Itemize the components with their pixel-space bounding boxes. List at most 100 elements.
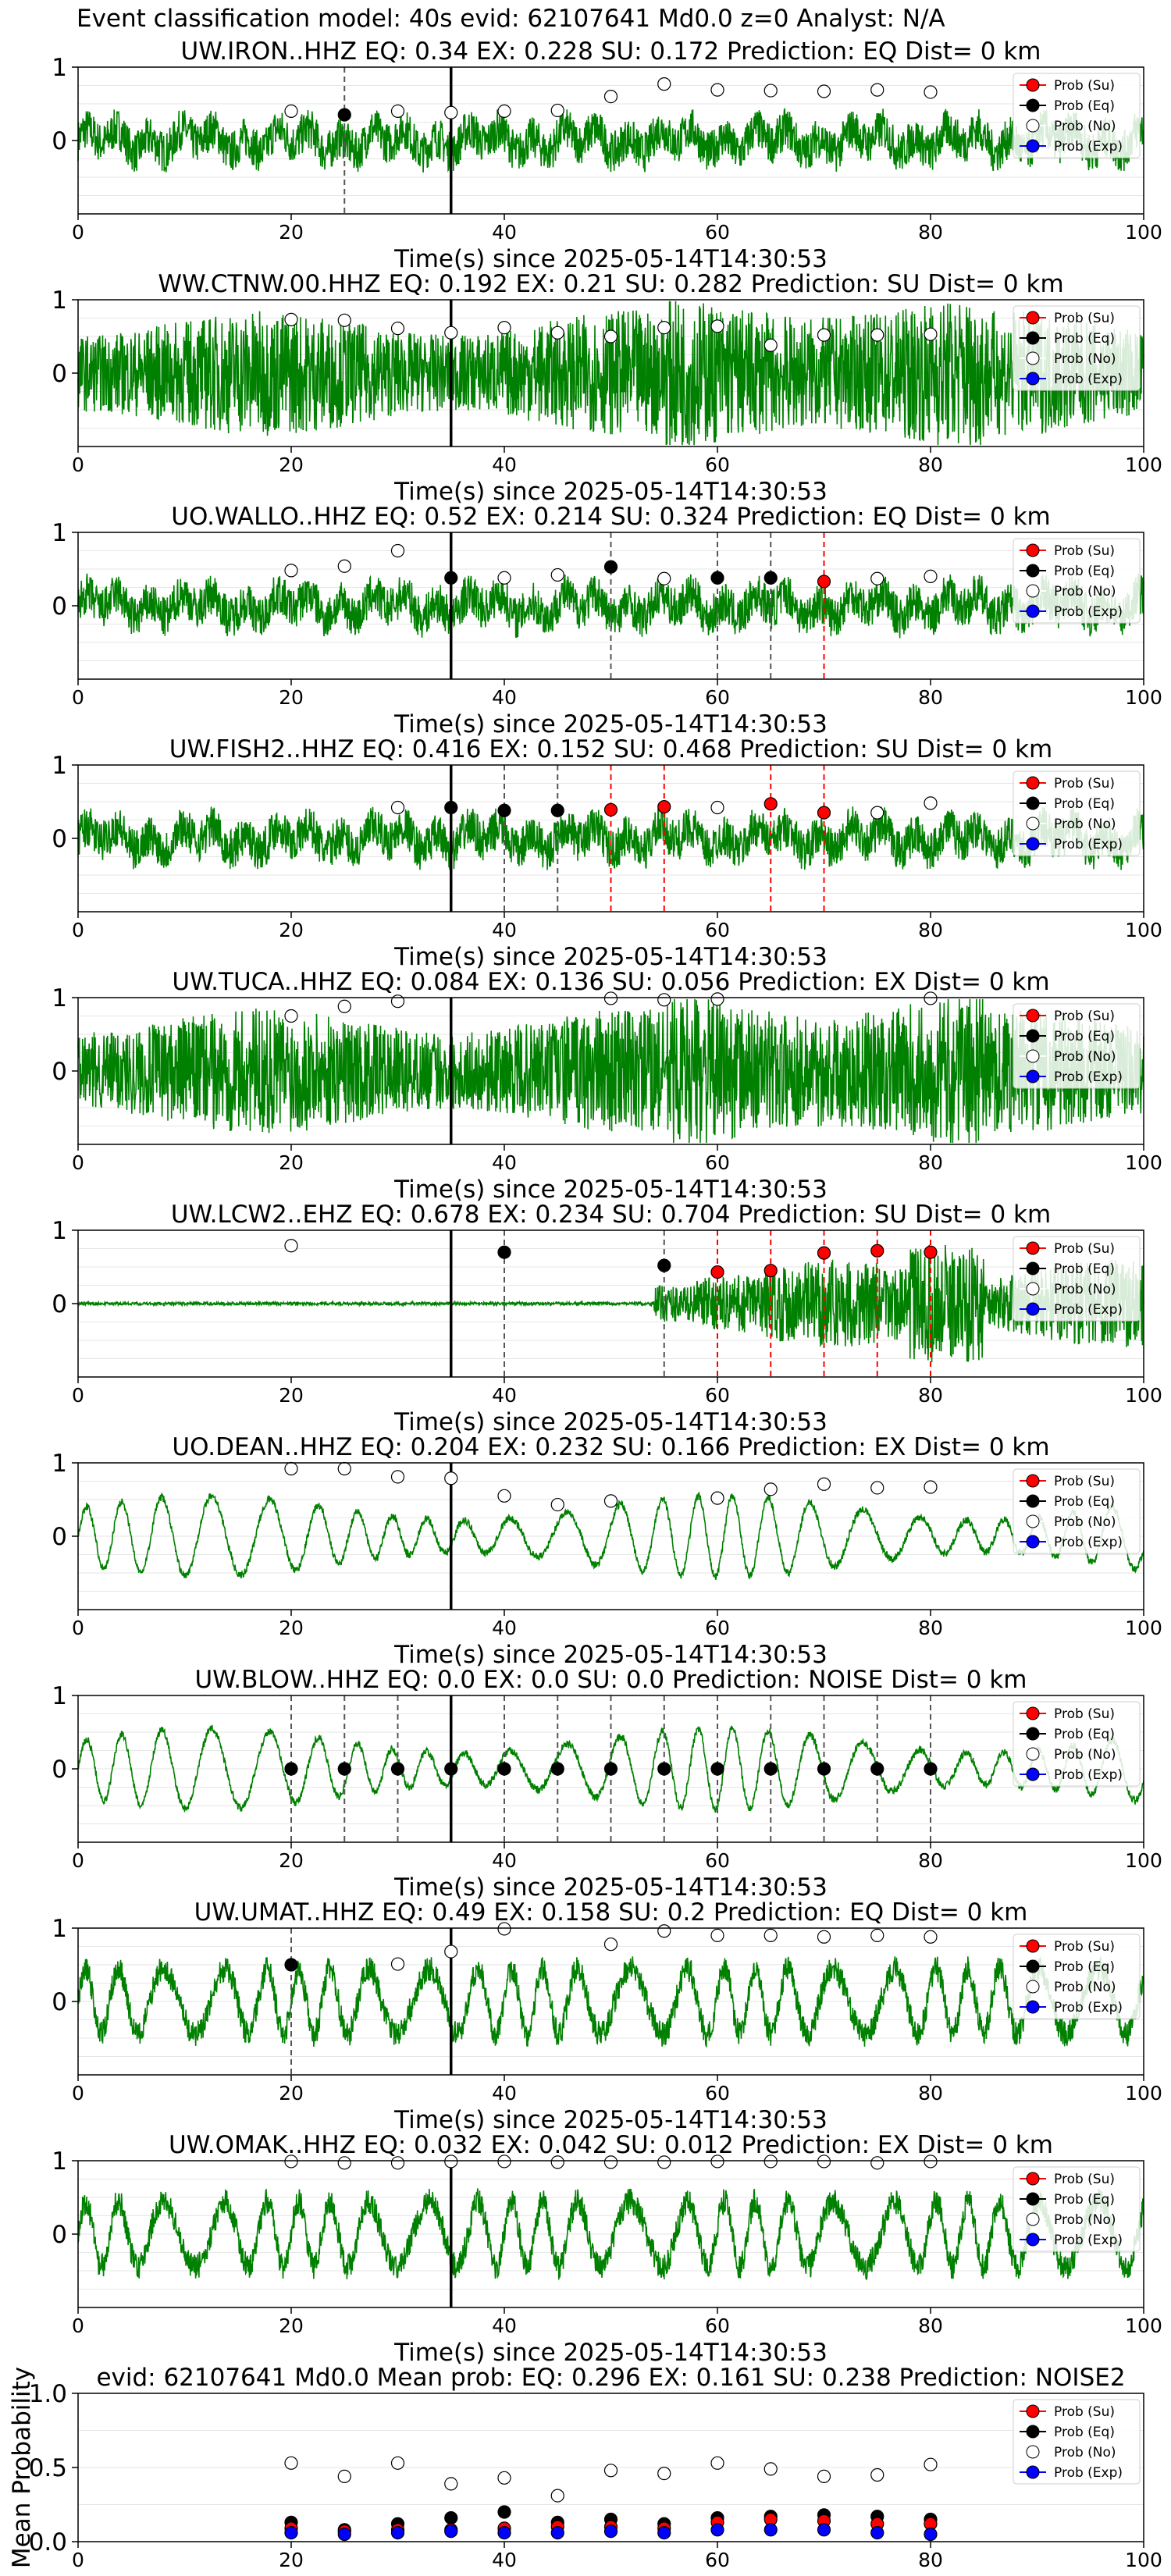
probability-marker [870, 1928, 884, 1942]
probability-marker [763, 2154, 778, 2169]
probability-marker [924, 569, 938, 584]
legend-swatch-marker [1026, 1474, 1040, 1488]
mean-probability-marker [444, 2524, 458, 2539]
xtick-label: 0 [72, 919, 84, 941]
legend-swatch-marker [1026, 1959, 1040, 1973]
mean-probability-marker [817, 2469, 831, 2483]
waveform-trace [77, 2188, 1144, 2280]
legend-label: Prob (Exp) [1054, 372, 1123, 387]
probability-marker [657, 77, 671, 91]
probability-marker [603, 329, 618, 343]
probability-marker [763, 84, 778, 98]
xtick-label: 0 [72, 686, 84, 709]
probability-marker [284, 312, 298, 326]
xtick-label: 0 [72, 221, 84, 244]
probability-marker [710, 83, 724, 97]
waveform-trace [77, 107, 1144, 173]
mean-probability-marker [497, 2526, 511, 2540]
legend-label: Prob (No) [1054, 1747, 1116, 1763]
ytick-label: 0.5 [29, 2454, 67, 2482]
mean-probability-marker [657, 2467, 671, 2481]
legend-box [1013, 2399, 1141, 2485]
probability-marker [497, 1245, 511, 1259]
x-axis-label: Time(s) since 2025-05-14T14:30:53 [393, 245, 828, 273]
probability-marker [763, 1762, 778, 1776]
xtick-label: 20 [279, 919, 304, 941]
probability-marker [497, 1762, 511, 1776]
legend-swatch-marker [1026, 98, 1040, 112]
legend-swatch-marker [1026, 331, 1040, 345]
panel-title: UW.TUCA..HHZ EQ: 0.084 EX: 0.136 SU: 0.0… [172, 968, 1049, 996]
probability-marker [657, 571, 671, 585]
probability-marker [817, 84, 831, 98]
waveform-panel: WW.CTNW.00.HHZ EQ: 0.192 EX: 0.21 SU: 0.… [52, 270, 1162, 506]
xtick-label: 80 [918, 919, 943, 941]
waveform-panel: UO.WALLO..HHZ EQ: 0.52 EX: 0.214 SU: 0.3… [52, 503, 1162, 738]
xtick-label: 40 [492, 919, 517, 941]
legend-swatch-marker [1026, 2445, 1040, 2459]
panel-title: UW.FISH2..HHZ EQ: 0.416 EX: 0.152 SU: 0.… [169, 735, 1053, 763]
probability-marker [497, 1489, 511, 1503]
xtick-label: 20 [279, 221, 304, 244]
probability-marker [817, 2154, 831, 2169]
legend-swatch-marker [1026, 2192, 1040, 2206]
probability-marker [550, 568, 564, 582]
xtick-label: 60 [705, 1617, 730, 1639]
legend-label: Prob (Eq) [1054, 98, 1115, 114]
probability-marker [763, 338, 778, 352]
xtick-label: 80 [918, 2314, 943, 2337]
legend-swatch-marker [1026, 2425, 1040, 2439]
xtick-label: 40 [492, 2549, 517, 2571]
probability-marker [710, 1762, 724, 1776]
probability-marker [337, 313, 351, 327]
xtick-label: 80 [918, 221, 943, 244]
legend-swatch-marker [1026, 2465, 1040, 2479]
legend-label: Prob (Eq) [1054, 1261, 1115, 1277]
xtick-label: 0 [72, 1849, 84, 1872]
xtick-label: 100 [1125, 919, 1162, 941]
xtick-label: 60 [705, 2314, 730, 2337]
probability-marker [817, 328, 831, 342]
mean-probability-marker [550, 2489, 564, 2503]
x-axis-label: Time(s) since 2025-05-14T14:30:53 [393, 1408, 828, 1436]
legend-label: Prob (No) [1054, 2212, 1116, 2228]
probability-marker [657, 1762, 671, 1776]
xtick-label: 80 [918, 1617, 943, 1639]
probability-marker [390, 1470, 405, 1484]
probability-marker [497, 1922, 511, 1936]
probability-marker [710, 1491, 724, 1505]
waveform-panel: UW.IRON..HHZ EQ: 0.34 EX: 0.228 SU: 0.17… [52, 37, 1162, 273]
panel-title: UW.OMAK..HHZ EQ: 0.032 EX: 0.042 SU: 0.0… [169, 2131, 1053, 2159]
legend-label: Prob (Eq) [1054, 2192, 1115, 2208]
probability-marker [550, 2155, 564, 2169]
ytick-label: 1 [52, 519, 67, 547]
legend-swatch-marker [1026, 1939, 1040, 1953]
probability-marker [763, 1482, 778, 1496]
legend-swatch-marker [1026, 543, 1040, 557]
legend-swatch-marker [1026, 1727, 1040, 1741]
probability-marker [817, 575, 831, 589]
probability-marker [444, 1944, 458, 1959]
probability-marker [817, 806, 831, 820]
legend-box [1013, 73, 1141, 158]
xtick-label: 60 [705, 919, 730, 941]
mean-probability-marker [710, 2456, 724, 2470]
xtick-label: 0 [72, 454, 84, 476]
legend-swatch-marker [1026, 817, 1040, 831]
x-axis-label: Time(s) since 2025-05-14T14:30:53 [393, 943, 828, 971]
probability-marker [603, 1494, 618, 1508]
xtick-label: 20 [279, 1384, 304, 1407]
mean-probability-marker [763, 2523, 778, 2537]
probability-marker [603, 1762, 618, 1776]
ytick-label: 0 [52, 1988, 67, 2016]
legend-swatch-marker [1026, 78, 1040, 92]
mean-probability-marker [710, 2523, 724, 2537]
probability-marker [444, 105, 458, 119]
xtick-label: 100 [1125, 1849, 1162, 1872]
panel-title: UO.DEAN..HHZ EQ: 0.204 EX: 0.232 SU: 0.1… [172, 1433, 1049, 1461]
x-axis-label: Time(s) since 2025-05-14T14:30:53 [393, 478, 828, 506]
waveform-panel: UW.OMAK..HHZ EQ: 0.032 EX: 0.042 SU: 0.0… [52, 2131, 1162, 2367]
probability-marker [284, 104, 298, 118]
probability-marker [284, 2154, 298, 2169]
probability-marker [337, 999, 351, 1013]
